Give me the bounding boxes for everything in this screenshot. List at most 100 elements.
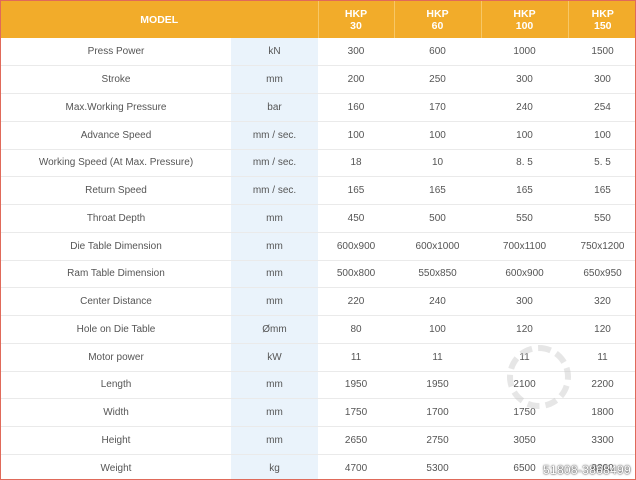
spec-value: 5300 xyxy=(394,454,482,479)
spec-value: 320 xyxy=(568,287,635,316)
table-row: Working Speed (At Max. Pressure) mm / sec… xyxy=(1,149,635,178)
spec-value: 300 xyxy=(318,38,395,67)
model-header-hkp150: HKP 150 xyxy=(568,1,635,38)
spec-value: 3300 xyxy=(568,426,635,455)
table-row: Advance Speed mm / sec. 100 100 100 100 xyxy=(1,121,635,150)
spec-unit: Ømm xyxy=(231,315,319,344)
spec-name: Press Power xyxy=(1,38,231,67)
spec-unit: mm xyxy=(231,398,319,427)
spec-value: 300 xyxy=(481,287,569,316)
spec-unit: bar xyxy=(231,93,319,122)
spec-value: 600x1000 xyxy=(394,232,482,261)
spec-value: 11 xyxy=(394,343,482,372)
spec-name: Advance Speed xyxy=(1,121,231,150)
spec-unit: mm xyxy=(231,371,319,400)
table-row: Press Power kN 300 600 1000 1500 xyxy=(1,38,635,67)
spec-name: Working Speed (At Max. Pressure) xyxy=(1,149,231,178)
spec-name: Ram Table Dimension xyxy=(1,260,231,289)
spec-value: 2750 xyxy=(394,426,482,455)
spec-value: 240 xyxy=(394,287,482,316)
spec-value: 300 xyxy=(568,65,635,94)
spec-value: 500x800 xyxy=(318,260,395,289)
spec-value: 750x1200 xyxy=(568,232,635,261)
table-row: Return Speed mm / sec. 165 165 165 165 xyxy=(1,176,635,205)
spec-name: Throat Depth xyxy=(1,204,231,233)
spec-unit: mm xyxy=(231,287,319,316)
table-row: Motor power kW 11 11 11 11 xyxy=(1,343,635,372)
spec-unit: mm / sec. xyxy=(231,121,319,150)
spec-value: 80 xyxy=(318,315,395,344)
spec-value: 165 xyxy=(394,176,482,205)
spec-value: 10 xyxy=(394,149,482,178)
spec-unit: kN xyxy=(231,38,319,67)
spec-value: 4700 xyxy=(318,454,395,479)
spec-value: 1750 xyxy=(481,398,569,427)
spec-name: Return Speed xyxy=(1,176,231,205)
spec-value: 8. 5 xyxy=(481,149,569,178)
spec-value: 100 xyxy=(568,121,635,150)
spec-value: 3050 xyxy=(481,426,569,455)
spec-name: Motor power xyxy=(1,343,231,372)
spec-unit: mm / sec. xyxy=(231,176,319,205)
spec-value: 600x900 xyxy=(318,232,395,261)
spec-value: 450 xyxy=(318,204,395,233)
spec-unit: kg xyxy=(231,454,319,479)
table-row: Length mm 1950 1950 2100 2200 xyxy=(1,371,635,400)
table-row: Max.Working Pressure bar 160 170 240 254 xyxy=(1,93,635,122)
spec-value: 2100 xyxy=(481,371,569,400)
spec-unit: mm / sec. xyxy=(231,149,319,178)
spec-name: Hole on Die Table xyxy=(1,315,231,344)
model-header-hkp30: HKP 30 xyxy=(318,1,395,38)
spec-value: 11 xyxy=(318,343,395,372)
spec-value: 1950 xyxy=(318,371,395,400)
spec-value: 600x900 xyxy=(481,260,569,289)
spec-value: 650x950 xyxy=(568,260,635,289)
spec-value: 120 xyxy=(568,315,635,344)
spec-value: 500 xyxy=(394,204,482,233)
spec-unit: mm xyxy=(231,204,319,233)
spec-value: 1000 xyxy=(481,38,569,67)
spec-value: 200 xyxy=(318,65,395,94)
table-row: Width mm 1750 1700 1750 1800 xyxy=(1,398,635,427)
spec-name: Die Table Dimension xyxy=(1,232,231,261)
spec-value: 11 xyxy=(481,343,569,372)
table-row: Ram Table Dimension mm 500x800 550x850 600x9… xyxy=(1,260,635,289)
model-header-hkp100: HKP 100 xyxy=(481,1,569,38)
spec-value: 11 xyxy=(568,343,635,372)
table-row: Weight kg 4700 5300 6500 8200 xyxy=(1,454,635,479)
spec-value: 6500 xyxy=(481,454,569,479)
table-row: Stroke mm 200 250 300 300 xyxy=(1,65,635,94)
spec-value: 300 xyxy=(481,65,569,94)
table-row: Center Distance mm 220 240 300 320 xyxy=(1,287,635,316)
watermark-id: 51808-3868499 xyxy=(543,463,631,477)
table-row: Die Table Dimension mm 600x900 600x1000 700x… xyxy=(1,232,635,261)
spec-name: Center Distance xyxy=(1,287,231,316)
model-header-hkp60: HKP 60 xyxy=(394,1,482,38)
spec-value: 18 xyxy=(318,149,395,178)
spec-value: 8200 xyxy=(568,454,635,479)
table-row: Hole on Die Table Ømm 80 100 120 120 xyxy=(1,315,635,344)
spec-name: Width xyxy=(1,398,231,427)
spec-value: 170 xyxy=(394,93,482,122)
spec-name: Max.Working Pressure xyxy=(1,93,231,122)
spec-name: Height xyxy=(1,426,231,455)
spec-unit: mm xyxy=(231,260,319,289)
spec-value: 2200 xyxy=(568,371,635,400)
spec-value: 600 xyxy=(394,38,482,67)
model-header: MODEL xyxy=(1,1,319,38)
spec-value: 240 xyxy=(481,93,569,122)
spec-value: 165 xyxy=(568,176,635,205)
spec-unit: kW xyxy=(231,343,319,372)
spec-value: 165 xyxy=(481,176,569,205)
spec-value: 1750 xyxy=(318,398,395,427)
spec-value: 5. 5 xyxy=(568,149,635,178)
spec-value: 550 xyxy=(481,204,569,233)
spec-value: 220 xyxy=(318,287,395,316)
spec-value: 2650 xyxy=(318,426,395,455)
spec-value: 100 xyxy=(481,121,569,150)
spec-unit: mm xyxy=(231,426,319,455)
spec-value: 160 xyxy=(318,93,395,122)
spec-value: 100 xyxy=(318,121,395,150)
